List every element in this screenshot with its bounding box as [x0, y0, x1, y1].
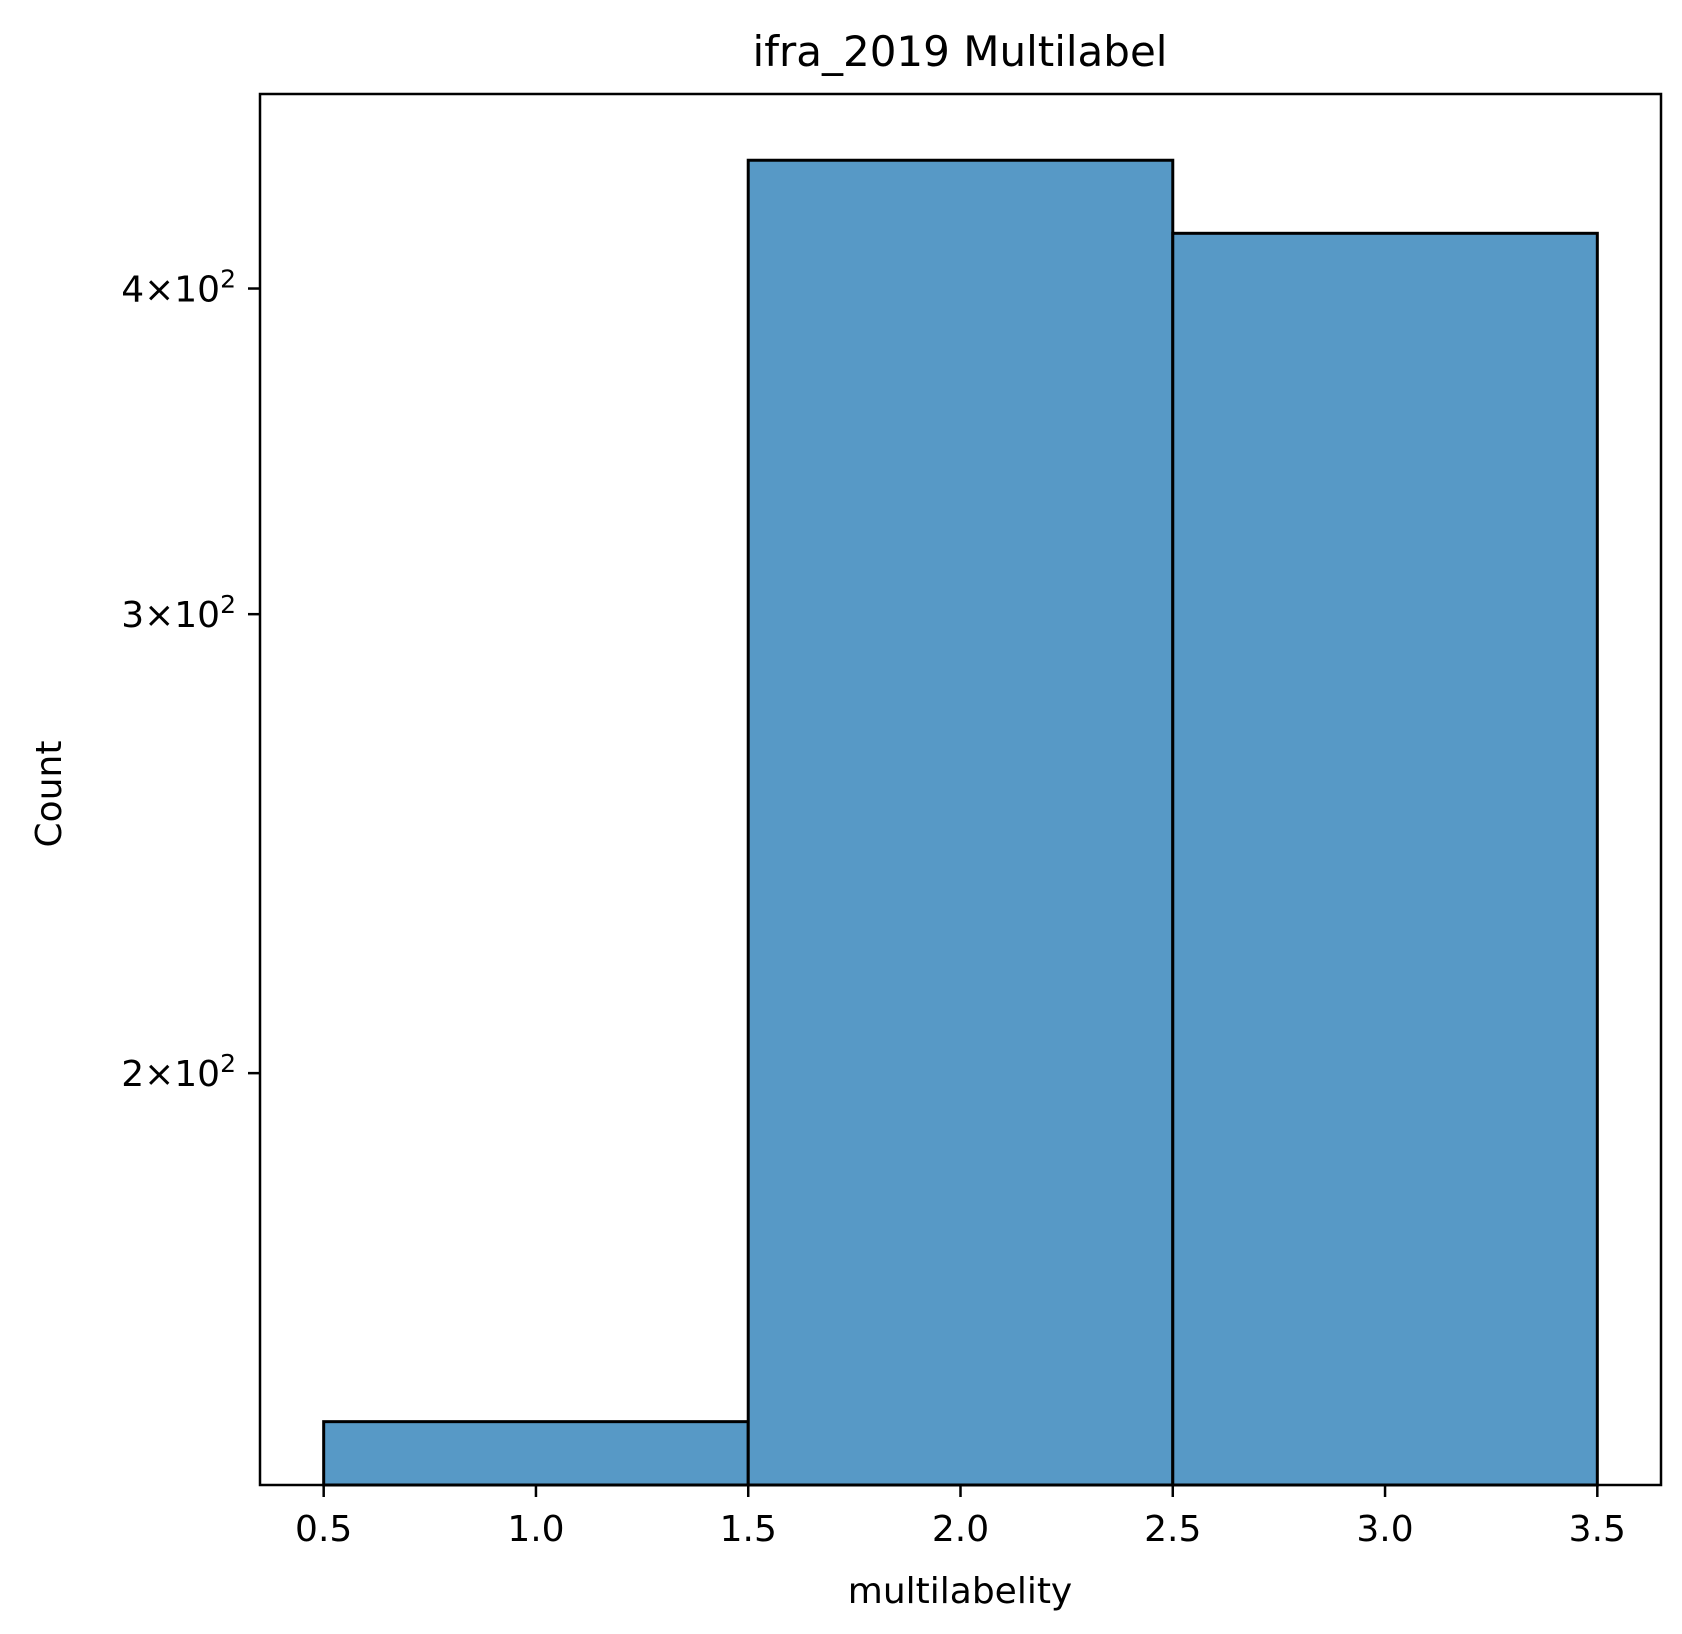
chart-title: ifra_2019 Multilabel — [753, 27, 1168, 76]
ticks-layer: 0.5 1.0 1.5 2.0 2.5 3.0 3.5 2×102 3×102 4×102 — [121, 265, 1626, 1550]
x-tick-label-1: 0.5 — [295, 1509, 352, 1550]
histogram-bar-3 — [1171, 231, 1599, 1487]
histogram-bar-2 — [746, 158, 1175, 1487]
bars-layer — [322, 158, 1599, 1487]
x-tick-label-7: 3.5 — [1569, 1509, 1626, 1550]
x-tick-label-2: 1.0 — [507, 1509, 564, 1550]
histogram-bar-1 — [322, 1420, 750, 1487]
y-tick-label-3: 4×102 — [121, 265, 236, 311]
y-tick-label-1: 2×102 — [121, 1049, 236, 1095]
x-tick-label-6: 3.0 — [1356, 1509, 1413, 1550]
x-tick-label-4: 2.0 — [932, 1509, 989, 1550]
y-axis-label: Count — [29, 741, 70, 848]
x-tick-label-5: 2.5 — [1144, 1509, 1201, 1550]
y-tick-label-2: 3×102 — [121, 590, 236, 636]
x-tick-label-3: 1.5 — [720, 1509, 777, 1550]
x-axis-label: multilabelity — [848, 1571, 1073, 1612]
